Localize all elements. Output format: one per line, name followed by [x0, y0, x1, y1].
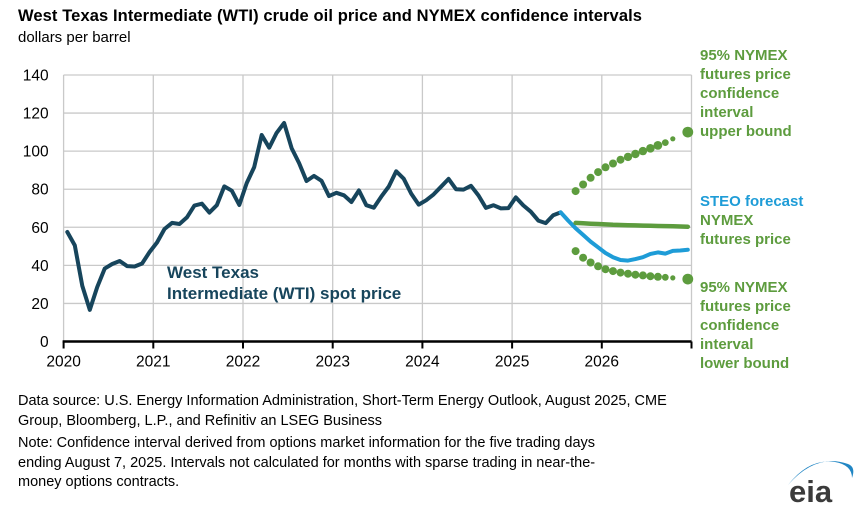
y-tick-label-0: 0	[40, 334, 49, 351]
data-source-line-1: Data source: U.S. Energy Information Adm…	[18, 393, 667, 409]
95-nymex-futures-price-confidence-interval-lower-bound-dot	[586, 258, 595, 267]
95-nymex-futures-price-confidence-interval-upper-bound-dot	[616, 155, 625, 164]
steo-forecast-nymex-futures-price-line	[558, 210, 690, 263]
95-nymex-futures-price-confidence-interval-upper-bound-dot	[670, 136, 676, 142]
y-tick-label-120: 120	[23, 106, 49, 123]
footer-notes: Data source: U.S. Energy Information Adm…	[18, 392, 667, 493]
spot-label-line-2: Intermediate (WTI) spot price	[167, 284, 402, 303]
x-tick-label-2025: 2025	[495, 354, 529, 371]
y-tick-label-140: 140	[23, 68, 49, 85]
eia-logo: eia	[788, 461, 854, 509]
95-nymex-futures-price-confidence-interval-upper-bound-dot	[638, 146, 648, 156]
west-texas-intermediate-wti-spot-price-line	[65, 121, 563, 312]
x-tick-label-2026: 2026	[585, 354, 619, 371]
95-nymex-futures-price-confidence-interval-upper-bound-dot	[609, 159, 617, 168]
95-nymex-futures-price-confidence-interval-lower-bound-dot	[646, 272, 655, 281]
95-nymex-futures-price-confidence-interval-upper-bound-dot	[571, 187, 580, 196]
95-nymex-futures-price-confidence-interval-lower-bound-dot	[609, 267, 617, 276]
95-nymex-futures-price-confidence-interval-lower-bound-dot	[661, 273, 669, 281]
95-nymex-futures-price-confidence-interval-upper-bound-dot	[586, 173, 595, 182]
95-nymex-futures-price-confidence-interval-upper-bound-dot	[579, 180, 588, 189]
y-tick-label-20: 20	[31, 296, 49, 313]
chart-title: West Texas Intermediate (WTI) crude oil …	[18, 7, 643, 25]
spot-label-line-1: West Texas	[167, 263, 259, 282]
steo-forecast-label: STEO forecast	[700, 193, 804, 210]
95-nymex-futures-price-confidence-interval-lower-bound-dot	[653, 272, 662, 281]
spot-price-series-label: West Texas Intermediate (WTI) spot price	[167, 262, 401, 304]
95-nymex-futures-price-confidence-interval-lower-bound-dot	[616, 268, 625, 277]
x-tick-label-2022: 2022	[226, 354, 260, 371]
95-nymex-futures-price-confidence-interval-lower-bound-dot	[571, 247, 580, 256]
95-nymex-futures-price-confidence-interval-lower-bound-dot	[594, 262, 603, 271]
lower-bound-line-4: interval	[700, 336, 754, 353]
95-nymex-futures-price-confidence-interval-lower-bound-dot	[624, 269, 632, 278]
x-tick-label-2023: 2023	[315, 354, 349, 371]
upper-bound-annotation: 95% NYMEX futures price confidence inter…	[700, 46, 861, 141]
forecast-annotation: STEO forecast NYMEX futures price	[700, 192, 861, 249]
upper-bound-line-1: 95% NYMEX	[700, 47, 788, 64]
95-nymex-futures-price-confidence-interval-lower-bound-dot	[638, 271, 647, 280]
lower-bound-annotation: 95% NYMEX futures price confidence inter…	[700, 278, 861, 373]
x-tick-label-2024: 2024	[405, 354, 440, 371]
y-tick-label-100: 100	[23, 144, 49, 161]
note-line-2: ending August 7, 2025. Intervals not cal…	[18, 454, 596, 471]
upper-bound-line-4: interval	[700, 104, 754, 121]
note-line-3: money options contracts.	[18, 474, 180, 490]
eia-logo-text: eia	[789, 474, 833, 509]
95-nymex-futures-price-confidence-interval-upper-bound-dot	[631, 149, 640, 159]
note-line-1: Note: Confidence interval derived from o…	[18, 435, 596, 451]
data-source-line-2: Group, Bloomberg, L.P., and Refinitiv an…	[18, 412, 383, 429]
95-nymex-futures-price-confidence-interval-upper-bound-dot	[594, 168, 603, 177]
95-nymex-futures-price-confidence-interval-upper-bound-dot	[623, 152, 633, 162]
lower-bound-line-3: confidence	[700, 317, 780, 334]
nymex-futures-price-line	[573, 220, 691, 229]
y-tick-label-60: 60	[31, 220, 49, 237]
upper-bound-line-5: upper bound	[700, 123, 792, 140]
upper-bound-line-2: futures price	[700, 66, 791, 83]
lower-bound-line-2: futures price	[700, 298, 791, 315]
95-nymex-futures-price-confidence-interval-upper-bound-dot	[661, 139, 669, 147]
chart-subtitle: dollars per barrel	[18, 29, 131, 46]
95-nymex-futures-price-confidence-interval-lower-bound-dot	[682, 273, 694, 285]
x-tick-label-2020: 2020	[46, 354, 81, 371]
95-nymex-futures-price-confidence-interval-lower-bound-dot	[631, 270, 640, 279]
nymex-futures-label-line-1: NYMEX	[700, 212, 754, 229]
95-nymex-futures-price-confidence-interval-lower-bound-dot	[670, 275, 676, 281]
lower-bound-line-1: 95% NYMEX	[700, 279, 788, 296]
y-tick-label-40: 40	[31, 258, 49, 275]
95-nymex-futures-price-confidence-interval-lower-bound-dot	[579, 253, 588, 262]
y-tick-label-80: 80	[31, 182, 49, 199]
95-nymex-futures-price-confidence-interval-lower-bound-dot	[601, 265, 610, 274]
x-tick-label-2021: 2021	[136, 354, 170, 371]
nymex-futures-label-line-2: futures price	[700, 231, 791, 248]
95-nymex-futures-price-confidence-interval-upper-bound-dot	[601, 163, 610, 172]
95-nymex-futures-price-confidence-interval-upper-bound-dot	[653, 141, 663, 150]
lower-bound-line-5: lower bound	[700, 355, 790, 372]
upper-bound-line-3: confidence	[700, 85, 780, 102]
95-nymex-futures-price-confidence-interval-upper-bound-dot	[682, 126, 694, 138]
95-nymex-futures-price-confidence-interval-upper-bound-dot	[646, 144, 655, 153]
